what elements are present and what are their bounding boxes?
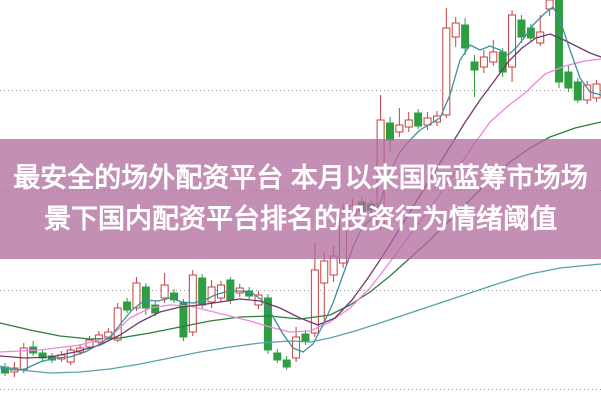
banner-text-line-1: 最安全的场外配资平台 本月以来国际蓝筹市场场 [13, 163, 588, 193]
text-overlay-banner: 最安全的场外配资平台 本月以来国际蓝筹市场场 景下国内配资平台排名的投资行为情绪… [0, 139, 601, 259]
banner-text-line-2: 景下国内配资平台排名的投资行为情绪阈值 [44, 204, 557, 234]
